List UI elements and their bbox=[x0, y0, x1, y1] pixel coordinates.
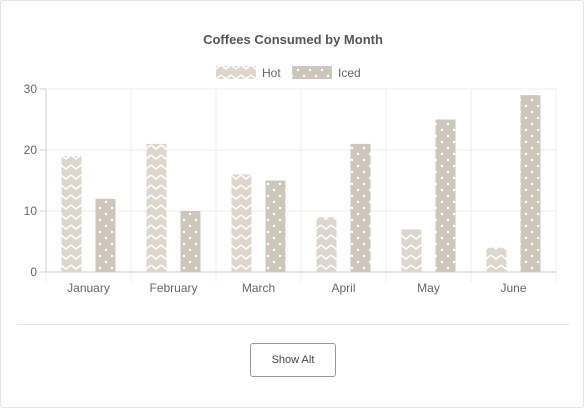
axis-layer bbox=[45, 89, 556, 273]
y-tick-label: 20 bbox=[24, 143, 38, 157]
legend-label-hot: Hot bbox=[262, 66, 281, 80]
grid-layer bbox=[40, 88, 557, 282]
legend-label-iced: Iced bbox=[338, 66, 361, 80]
bar-hot-june[interactable] bbox=[486, 247, 507, 272]
chart-title: Coffees Consumed by Month bbox=[203, 32, 383, 47]
bar-hot-may[interactable] bbox=[401, 229, 422, 272]
divider bbox=[17, 324, 570, 325]
x-tick-labels: January February March April May June bbox=[67, 281, 527, 295]
bar-hot-april[interactable] bbox=[316, 217, 337, 272]
bar-iced-may[interactable] bbox=[435, 119, 456, 273]
legend-item-iced[interactable]: Iced bbox=[292, 66, 361, 80]
bar-iced-april[interactable] bbox=[350, 143, 371, 272]
y-tick-label: 30 bbox=[24, 82, 38, 96]
bars bbox=[61, 95, 541, 273]
legend-item-hot[interactable]: Hot bbox=[216, 66, 281, 80]
y-tick-label: 10 bbox=[24, 204, 38, 218]
bar-hot-march[interactable] bbox=[231, 174, 252, 272]
y-tick-labels: 0 10 20 30 bbox=[24, 82, 38, 279]
y-tick-label: 0 bbox=[30, 265, 37, 279]
bar-iced-february[interactable] bbox=[180, 211, 201, 272]
x-tick-label: January bbox=[67, 281, 110, 295]
legend: Hot Iced bbox=[216, 66, 361, 80]
x-tick-label: June bbox=[500, 281, 526, 295]
x-tick-label: April bbox=[331, 281, 355, 295]
show-alt-button[interactable]: Show Alt bbox=[250, 343, 336, 377]
bar-chart: 0 10 20 30 January February March April May June… bbox=[24, 66, 557, 295]
bar-iced-june[interactable] bbox=[520, 95, 541, 272]
bar-iced-january[interactable] bbox=[95, 198, 116, 272]
x-tick-label: May bbox=[417, 281, 440, 295]
legend-swatch-hot bbox=[216, 66, 256, 79]
x-tick-label: March bbox=[242, 281, 275, 295]
legend-swatch-iced bbox=[292, 66, 332, 79]
x-tick-label: February bbox=[149, 281, 197, 295]
bar-hot-february[interactable] bbox=[146, 143, 167, 272]
bar-hot-january[interactable] bbox=[61, 156, 82, 272]
bar-iced-march[interactable] bbox=[265, 180, 286, 273]
